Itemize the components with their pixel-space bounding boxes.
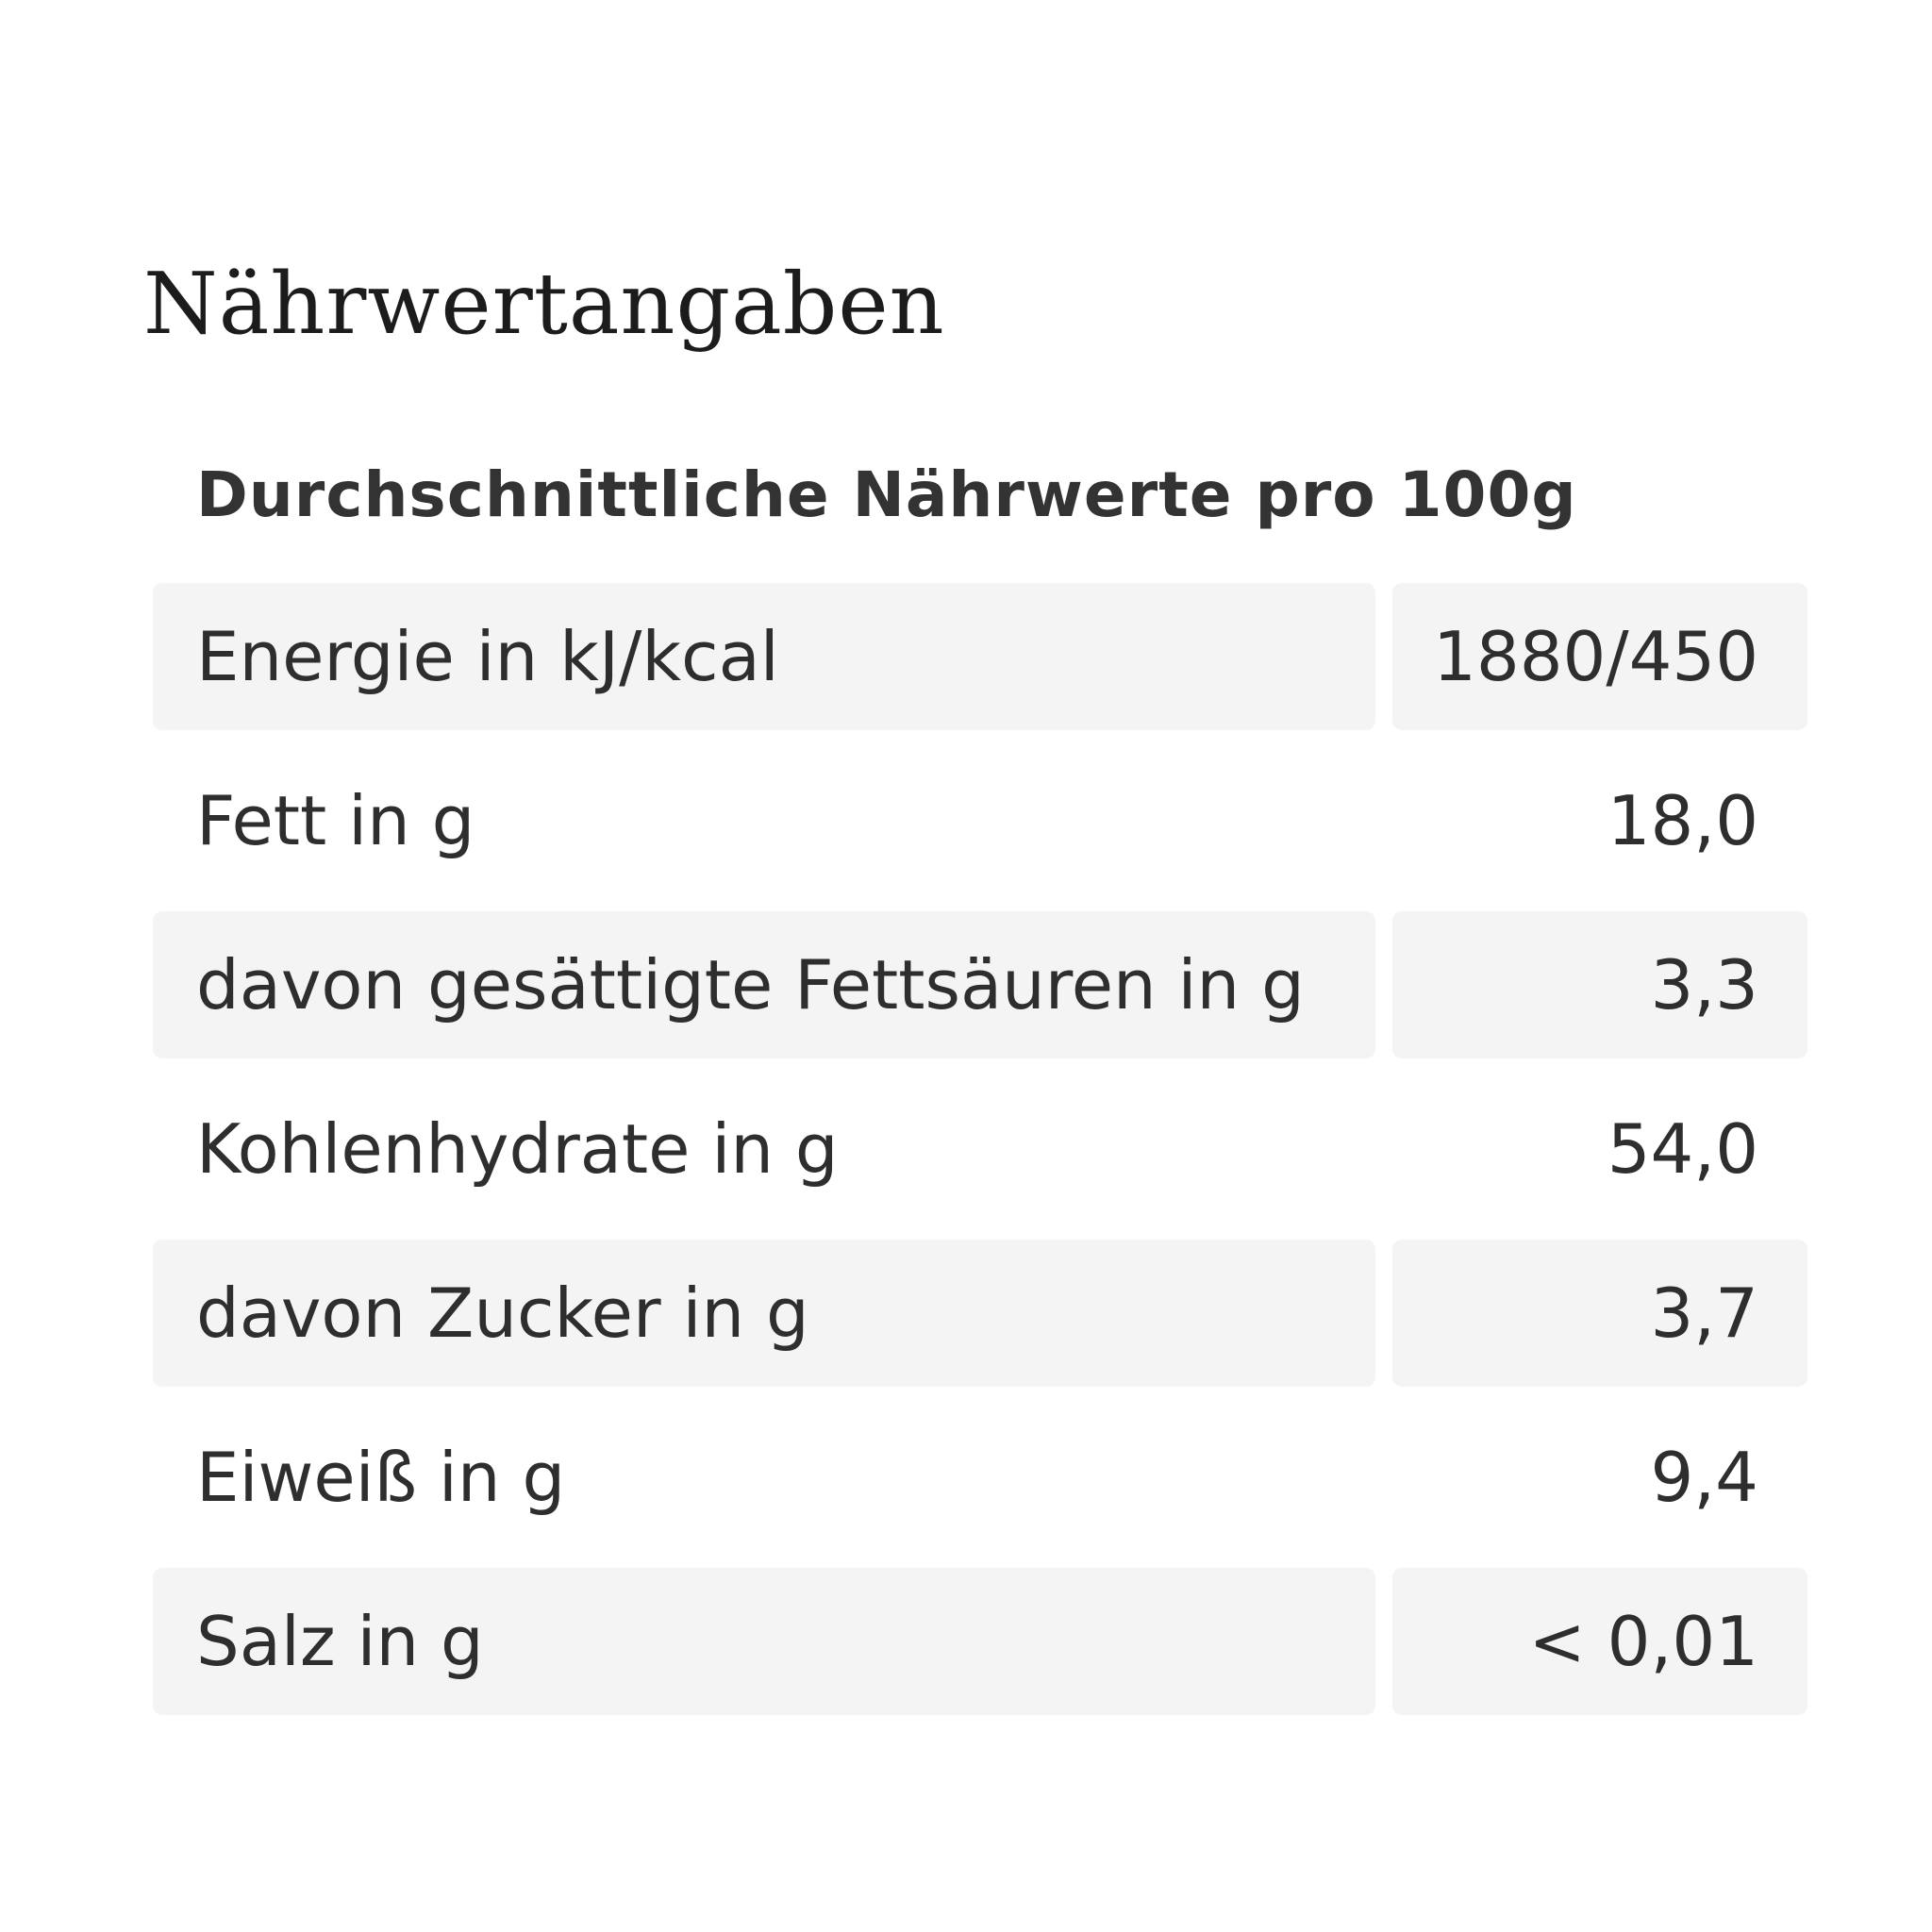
row-label-saturated-fat: davon gesättigte Fettsäuren in g <box>153 911 1375 1058</box>
nutrition-table: Energie in kJ/kcal 1880/450 Fett in g 18… <box>153 583 1807 1732</box>
row-value-protein: 9,4 <box>1650 1438 1758 1517</box>
table-row: Fett in g 18,0 <box>153 747 1807 894</box>
table-row: Energie in kJ/kcal 1880/450 <box>153 583 1807 730</box>
table-row: Eiweiß in g 9,4 <box>153 1404 1807 1551</box>
table-caption: Durchschnittliche Nährwerte pro 100g <box>196 458 1577 531</box>
table-row: davon Zucker in g 3,7 <box>153 1240 1807 1387</box>
row-value-salt: < 0,01 <box>1392 1568 1807 1715</box>
row-value-sugar: 3,7 <box>1392 1240 1807 1387</box>
row-label-fat: Fett in g <box>196 781 475 860</box>
section-title: Nährwertangaben <box>143 255 945 354</box>
row-label-sugar: davon Zucker in g <box>153 1240 1375 1387</box>
row-label-energy: Energie in kJ/kcal <box>153 583 1375 730</box>
row-label-salt: Salz in g <box>153 1568 1375 1715</box>
table-row: Kohlenhydrate in g 54,0 <box>153 1075 1807 1223</box>
row-value-fat: 18,0 <box>1607 781 1758 860</box>
row-value-energy: 1880/450 <box>1392 583 1807 730</box>
row-value-carbohydrates: 54,0 <box>1607 1109 1758 1189</box>
row-label-protein: Eiweiß in g <box>196 1438 566 1517</box>
row-value-saturated-fat: 3,3 <box>1392 911 1807 1058</box>
table-row: davon gesättigte Fettsäuren in g 3,3 <box>153 911 1807 1058</box>
row-label-carbohydrates: Kohlenhydrate in g <box>196 1109 839 1189</box>
table-row: Salz in g < 0,01 <box>153 1568 1807 1715</box>
